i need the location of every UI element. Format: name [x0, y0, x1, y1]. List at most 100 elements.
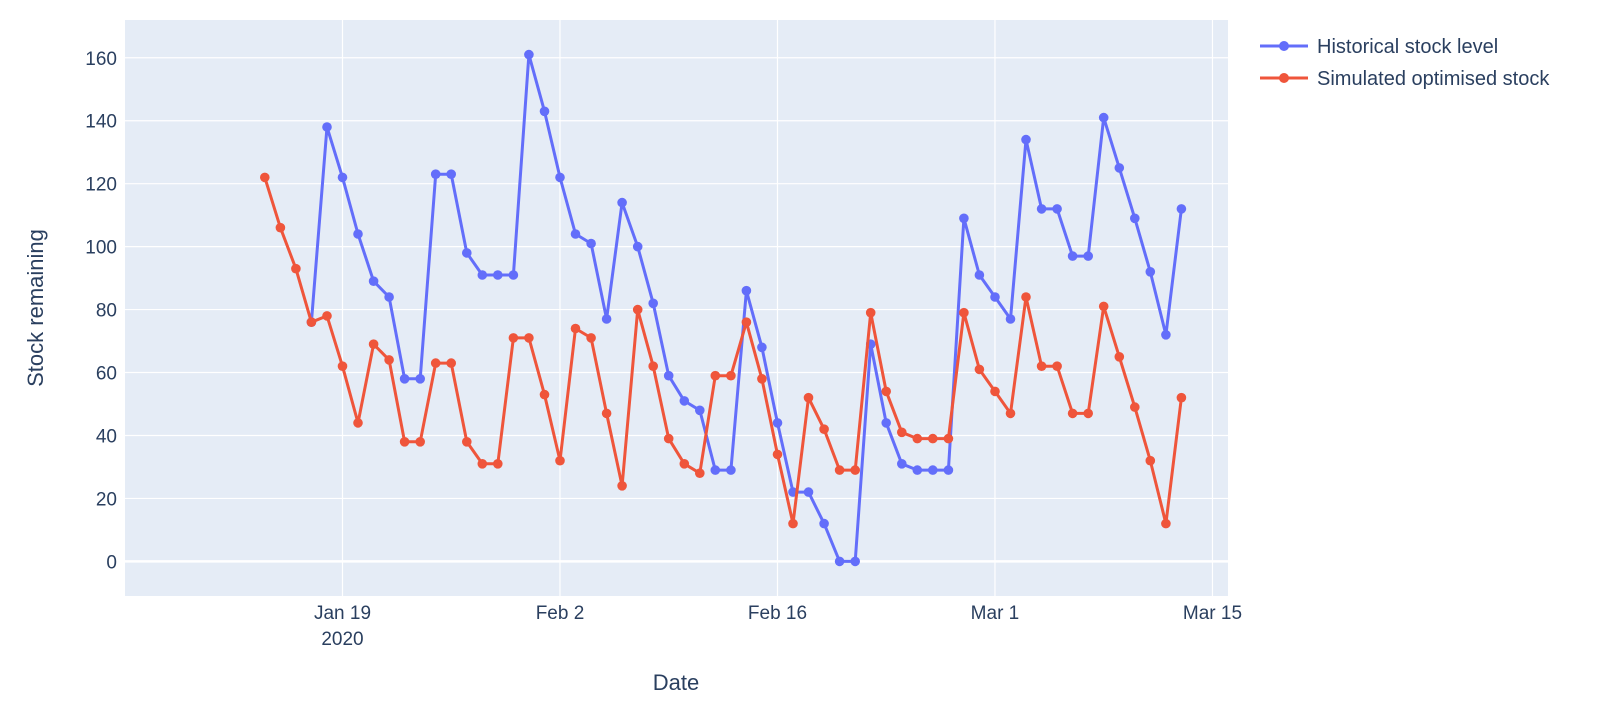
y-tick-label: 100	[85, 238, 117, 259]
tick-label-layer: 0 20 40 60 80 100 120 140 160 Jan 19 2020 Feb 2 Feb …	[85, 49, 1242, 650]
data-point	[757, 342, 767, 353]
data-point	[462, 437, 472, 447]
data-point	[399, 437, 410, 447]
data-point	[601, 314, 612, 324]
data-point	[726, 465, 736, 475]
data-point	[1036, 204, 1047, 214]
data-point	[570, 229, 581, 239]
legend-item-historical[interactable]: Historical stock level	[1260, 36, 1498, 58]
data-point	[275, 222, 286, 233]
data-point	[353, 229, 363, 239]
data-point	[446, 358, 457, 368]
data-point	[1067, 408, 1078, 419]
data-point	[1021, 292, 1031, 302]
data-point	[897, 459, 907, 469]
data-point	[260, 172, 270, 183]
data-point	[772, 449, 783, 460]
x-tick-label: Mar 1	[971, 603, 1020, 624]
data-point	[1098, 112, 1109, 123]
data-point	[477, 270, 488, 280]
data-point	[695, 468, 705, 479]
legend-item-simulated[interactable]: Simulated optimised stock	[1260, 68, 1550, 90]
plot-background	[125, 20, 1228, 596]
legend-label-historical: Historical stock level	[1317, 36, 1498, 58]
data-point	[1083, 408, 1093, 419]
data-point	[399, 374, 410, 384]
data-point	[1161, 518, 1171, 529]
y-axis-title: Stock remaining	[23, 229, 48, 387]
data-point	[601, 408, 612, 419]
data-point	[539, 106, 550, 117]
data-point	[524, 49, 534, 60]
data-point	[741, 285, 752, 296]
data-point	[570, 323, 581, 334]
data-point	[430, 358, 441, 368]
data-point	[990, 292, 1000, 302]
data-point	[368, 276, 379, 287]
data-point	[617, 197, 627, 208]
data-point	[322, 311, 332, 321]
data-point	[1130, 213, 1140, 224]
data-point	[663, 433, 674, 444]
data-point	[912, 465, 923, 475]
y-tick-label: 120	[85, 175, 117, 196]
data-point	[974, 270, 985, 280]
data-point	[959, 307, 969, 318]
data-point	[648, 298, 658, 309]
data-point	[586, 333, 596, 343]
data-point	[819, 518, 829, 529]
data-point	[477, 459, 488, 469]
data-point	[695, 405, 705, 416]
data-point	[337, 172, 348, 183]
data-point	[368, 339, 379, 350]
legend[interactable]: Historical stock level Simulated optimis…	[1260, 36, 1550, 90]
data-point	[1052, 361, 1062, 372]
data-point	[679, 459, 690, 469]
data-point	[586, 238, 596, 249]
data-point	[632, 304, 643, 315]
data-point	[1098, 301, 1109, 312]
data-point	[462, 248, 472, 258]
data-point	[1021, 134, 1031, 145]
data-point	[617, 481, 627, 491]
y-tick-label: 60	[96, 364, 117, 385]
data-point	[384, 355, 394, 365]
data-point	[508, 270, 519, 280]
data-point	[710, 465, 721, 475]
data-point	[384, 292, 394, 302]
legend-swatch-historical-marker	[1279, 41, 1289, 51]
data-point	[741, 317, 752, 328]
grid-layer	[125, 20, 1228, 596]
data-point	[1036, 361, 1047, 372]
data-point	[788, 518, 798, 529]
data-point	[990, 386, 1000, 397]
data-point	[1176, 392, 1187, 403]
x-tick-label: Feb 16	[748, 603, 807, 624]
data-point	[539, 389, 550, 400]
data-point	[430, 169, 441, 179]
x-tick-label: Feb 2	[536, 603, 585, 624]
data-point	[710, 370, 721, 381]
data-point	[803, 392, 814, 403]
legend-label-simulated: Simulated optimised stock	[1317, 68, 1550, 90]
data-point	[912, 433, 923, 444]
x-axis-title: Date	[653, 670, 699, 695]
series-1	[260, 172, 1187, 529]
data-point	[1052, 204, 1062, 214]
y-tick-label: 160	[85, 49, 117, 70]
data-point	[959, 213, 969, 224]
data-point	[415, 374, 426, 384]
data-point	[508, 333, 519, 343]
data-point	[1114, 163, 1125, 173]
data-point	[928, 465, 938, 475]
data-point	[524, 333, 534, 343]
data-point	[1005, 314, 1016, 324]
data-point	[1005, 408, 1016, 419]
data-point	[865, 307, 876, 318]
data-point	[943, 465, 954, 475]
data-point	[803, 487, 814, 497]
data-point	[1176, 204, 1187, 214]
data-point	[881, 386, 891, 397]
data-point	[555, 455, 565, 466]
